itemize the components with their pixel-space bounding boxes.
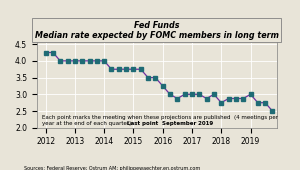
Text: Sources: Federal Reserve; Ostrum AM; philippewaechter.en.ostrum.com: Sources: Federal Reserve; Ostrum AM; phi…	[24, 166, 200, 170]
Text: Fed Funds
Median rate expected by FOMC members in long term: Fed Funds Median rate expected by FOMC m…	[35, 21, 279, 40]
Text: Last point  September 2019: Last point September 2019	[127, 121, 213, 126]
Text: Each point marks the meeting when these projections are published  (4 meetings p: Each point marks the meeting when these …	[42, 115, 278, 126]
